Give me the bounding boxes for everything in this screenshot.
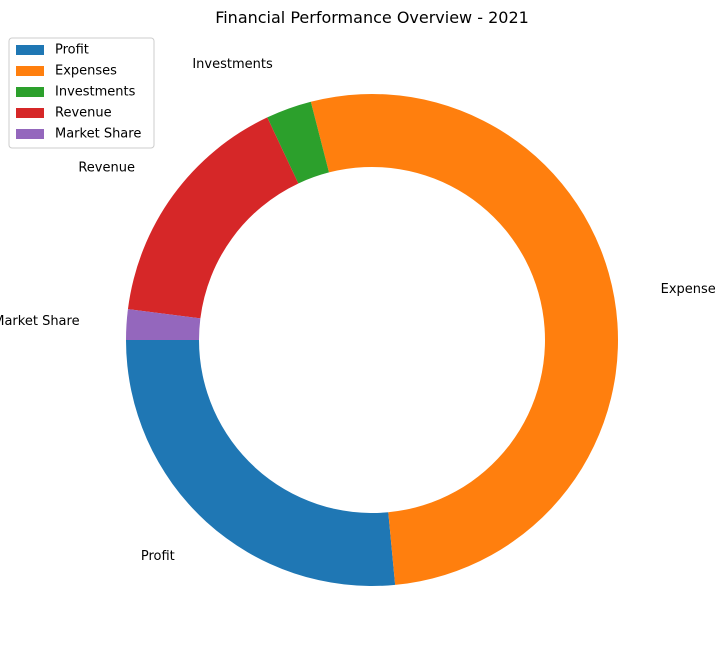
chart-title: Financial Performance Overview - 2021 [215,8,529,27]
slice-labels: Profit Expenses Investments Revenue Market S… [0,57,715,564]
legend-label-revenue: Revenue [55,106,112,121]
slice-revenue [127,117,299,319]
slice-profit [126,340,396,586]
legend: Profit Expenses Investments Revenue Market S… [8,37,155,149]
legend-label-expenses: Expenses [55,64,117,79]
slice-market-share [126,309,201,340]
legend-swatch-revenue [16,108,44,118]
legend-swatch-market-share [16,129,44,139]
slice-label-expenses: Expenses [661,282,715,297]
slice-label-profit: Profit [141,549,175,564]
slice-label-investments: Investments [192,57,273,72]
legend-label-profit: Profit [55,43,89,58]
legend-label-market-share: Market Share [55,127,141,142]
slice-label-revenue: Revenue [78,160,135,175]
slice-label-market-share: Market Share [0,314,80,329]
legend-swatch-expenses [16,66,44,76]
slice-investments [267,101,329,184]
legend-swatch-profit [16,45,44,55]
legend-items: Profit Expenses Investments Revenue Market S… [16,43,141,142]
legend-box [8,37,155,149]
legend-swatch-investments [16,87,44,97]
donut-slices [126,94,618,586]
slice-expenses [310,94,618,585]
legend-label-investments: Investments [55,85,136,100]
